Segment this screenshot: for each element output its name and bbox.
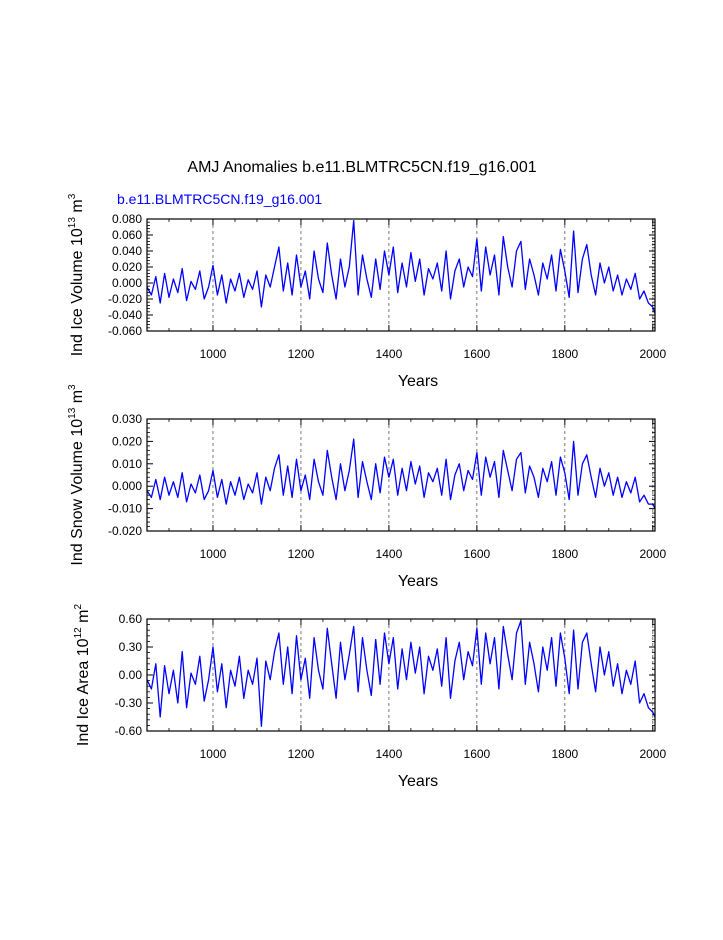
y-tick-label: 0.60	[119, 612, 143, 626]
y-tick-label: 0.000	[112, 479, 142, 493]
y-tick-label: 0.000	[112, 276, 142, 290]
x-tick-label: 1400	[376, 347, 403, 361]
y-axis-label-superscript: 3	[67, 384, 78, 390]
y-axis-label-superscript: 12	[73, 627, 84, 639]
y-tick-label: 0.020	[112, 260, 142, 274]
x-tick-label: 1000	[200, 747, 227, 761]
panel-ice-area: 1000 1200 1400 1600 1800 2000 0.60 0.30 0.00 -0.3…	[73, 604, 666, 790]
x-tick-label: 2000	[639, 347, 666, 361]
x-axis-label: Years	[398, 373, 438, 390]
y-tick-label: -0.040	[108, 308, 142, 322]
x-tick-label: 1600	[464, 747, 491, 761]
y-axis-label-superscript: 13	[67, 407, 78, 419]
x-tick-label: 1600	[464, 347, 491, 361]
y-axis-label: Ind Snow Volume 1013 m3	[67, 384, 86, 566]
y-axis-label: Ind Ice Volume 1013 m3	[67, 193, 86, 356]
x-tick-label: 2000	[639, 747, 666, 761]
panel-ice-volume: 1000 1200 1400 1600 1800 2000 0.080 0.060 0.040 0…	[67, 193, 666, 390]
panel-snow-volume: 1000 1200 1400 1600 1800 2000 0.030 0.020 0.010 0…	[67, 384, 666, 590]
y-tick-label: -0.60	[115, 724, 143, 738]
y-axis-label-part: m	[69, 199, 86, 217]
y-tick-label: 0.010	[112, 457, 142, 471]
plot-frame	[146, 218, 656, 332]
x-tick-label: 1200	[288, 347, 315, 361]
y-axis-label-part: m	[75, 610, 92, 628]
x-tick-label: 1800	[551, 747, 578, 761]
x-tick-label: 1800	[551, 547, 578, 561]
x-tick-label: 1800	[551, 347, 578, 361]
y-tick-label: 0.060	[112, 228, 142, 242]
x-tick-label: 1400	[376, 547, 403, 561]
y-tick-label: -0.020	[108, 524, 142, 538]
x-tick-label: 1000	[200, 547, 227, 561]
y-tick-label: -0.020	[108, 292, 142, 306]
x-tick-label: 1200	[288, 547, 315, 561]
series-line	[146, 620, 656, 727]
x-tick-label: 1600	[464, 547, 491, 561]
x-axis-label: Years	[398, 573, 438, 590]
plot-frame	[146, 418, 656, 532]
y-tick-label: 0.020	[112, 434, 142, 448]
case-label: b.e11.BLMTRC5CN.f19_g16.001	[117, 191, 322, 207]
x-tick-label: 2000	[639, 547, 666, 561]
y-axis-label-part: m	[69, 390, 86, 408]
y-tick-label: 0.00	[119, 668, 143, 682]
y-tick-label: -0.30	[115, 696, 143, 710]
figure-title: AMJ Anomalies b.e11.BLMTRC5CN.f19_g16.00…	[187, 159, 536, 176]
x-tick-label: 1000	[200, 347, 227, 361]
y-axis-label-superscript: 2	[73, 604, 84, 610]
x-axis-label: Years	[398, 773, 438, 790]
y-axis-label-part: Ind Snow Volume 10	[69, 419, 86, 566]
x-tick-label: 1400	[376, 747, 403, 761]
series-line	[146, 438, 656, 509]
x-tick-label: 1200	[288, 747, 315, 761]
y-tick-label: 0.080	[112, 212, 142, 226]
y-axis-label: Ind Ice Area 1012 m2	[73, 604, 92, 747]
panels: 1000 1200 1400 1600 1800 2000 0.080 0.060 0.040 0…	[67, 193, 666, 790]
y-axis-label-part: Ind Ice Volume 10	[69, 228, 86, 356]
y-tick-label: -0.010	[108, 502, 142, 516]
y-tick-label: 0.30	[119, 640, 143, 654]
y-tick-label: 0.030	[112, 412, 142, 426]
y-axis-label-superscript: 3	[67, 193, 78, 199]
y-axis-label-part: Ind Ice Area 10	[75, 638, 92, 746]
y-tick-label: -0.060	[108, 324, 142, 338]
y-axis-label-superscript: 13	[67, 217, 78, 229]
series-line	[146, 219, 656, 314]
y-tick-label: 0.040	[112, 244, 142, 258]
